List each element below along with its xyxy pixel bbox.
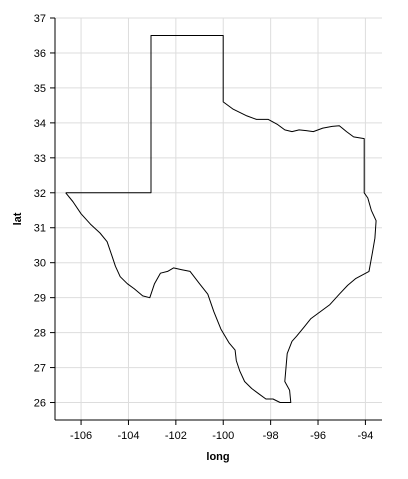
- y-tick-label: 26: [34, 398, 46, 410]
- y-tick-label: 27: [34, 363, 46, 375]
- x-tick-label: -98: [263, 430, 279, 442]
- x-tick-label: -106: [70, 430, 92, 442]
- x-tick-label: -102: [165, 430, 187, 442]
- y-tick-label: 34: [34, 118, 46, 130]
- tick-labels: -106 -104 -102 -100 -98 -96 -94 26 27 28 29 30 31 32 3…: [34, 13, 374, 442]
- y-tick-label: 35: [34, 83, 46, 95]
- x-tick-label: -96: [310, 430, 326, 442]
- y-tick-label: 32: [34, 188, 46, 200]
- y-tick-label: 28: [34, 328, 46, 340]
- x-axis-title: long: [206, 451, 229, 463]
- y-tick-label: 37: [34, 13, 46, 25]
- texas-outline-layer: [65, 35, 377, 403]
- axes: [50, 17, 382, 425]
- y-tick-label: 36: [34, 48, 46, 60]
- gridlines: [55, 17, 382, 420]
- texas-outline: [65, 35, 377, 403]
- x-tick-label: -94: [357, 430, 373, 442]
- y-tick-label: 30: [34, 258, 46, 270]
- y-tick-label: 29: [34, 293, 46, 305]
- y-tick-label: 33: [34, 153, 46, 165]
- y-axis-title: lat: [12, 212, 24, 225]
- x-tick-label: -104: [117, 430, 139, 442]
- y-tick-label: 31: [34, 223, 46, 235]
- x-tick-label: -100: [212, 430, 234, 442]
